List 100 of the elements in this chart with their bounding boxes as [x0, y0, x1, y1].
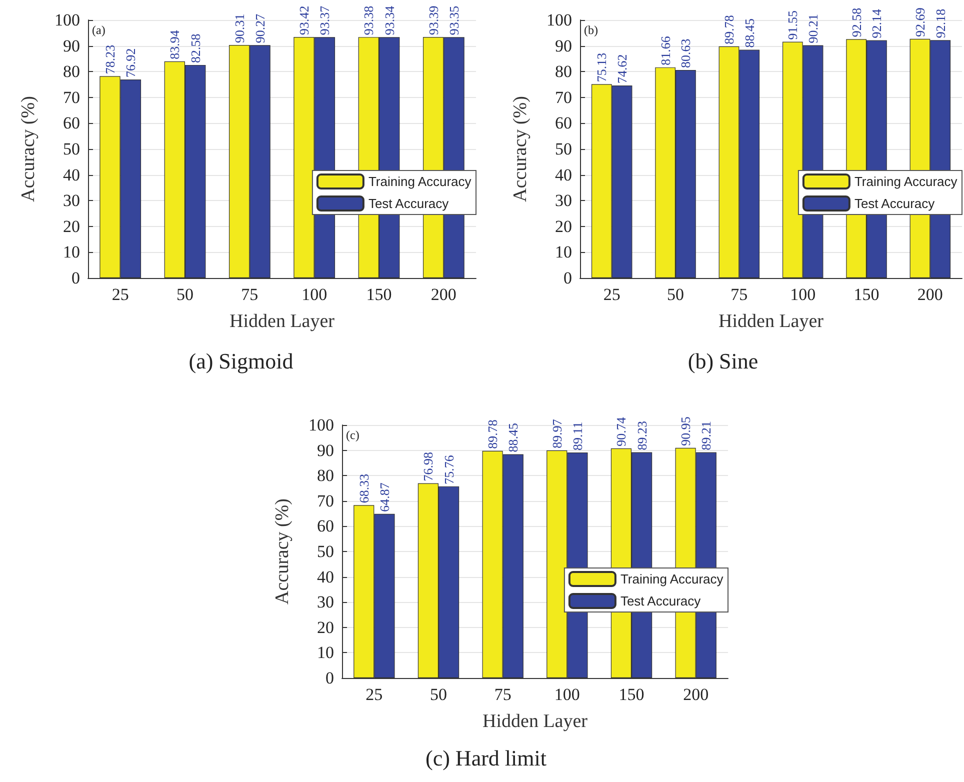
data-label: 76.98: [420, 452, 436, 482]
legend-label: Test Accuracy: [368, 196, 450, 211]
y-tick-label: 0: [72, 268, 80, 288]
x-axis-title: Hidden Layer: [718, 311, 824, 332]
y-tick-label: 30: [555, 191, 572, 210]
y-tick-label: 80: [63, 62, 80, 82]
data-label: 93.37: [317, 5, 332, 36]
data-label: 89.97: [549, 418, 564, 448]
y-axis-title: Accuracy (%): [510, 96, 531, 202]
x-tick-label: 25: [366, 685, 383, 704]
data-label: 75.76: [441, 454, 456, 484]
data-label: 80.63: [678, 38, 694, 68]
data-label: 89.21: [698, 421, 714, 450]
data-label: 89.78: [485, 420, 500, 449]
x-tick-label: 50: [430, 685, 447, 704]
data-label: 74.62: [614, 54, 630, 84]
annotation: (c): [346, 428, 360, 442]
data-label: 82.58: [188, 34, 203, 63]
legend-label: Training Accuracy: [854, 174, 958, 189]
y-tick-label: 50: [317, 542, 334, 561]
y-tick-label: 40: [555, 165, 572, 184]
y-tick-label: 90: [555, 36, 572, 56]
x-tick-label: 200: [430, 285, 456, 304]
x-tick-label: 50: [667, 285, 684, 304]
y-tick-label: 60: [555, 114, 572, 133]
annotation: (a): [92, 23, 106, 37]
y-tick-label: 20: [63, 216, 80, 236]
x-tick-label: 25: [112, 285, 129, 304]
y-axis-title: Accuracy (%): [18, 96, 39, 202]
x-tick-label: 75: [494, 685, 512, 704]
data-label: 90.21: [806, 14, 821, 44]
text: (a) Sigmoid: [188, 348, 294, 374]
annotation: (b): [584, 23, 598, 37]
y-tick-label: 0: [326, 668, 334, 688]
data-label: 78.23: [102, 44, 118, 74]
x-tick-label: 150: [618, 685, 644, 704]
data-label: 91.55: [785, 10, 800, 40]
data-label: 93.42: [296, 6, 312, 35]
y-axis-title: Accuracy (%): [272, 498, 293, 605]
data-label: 89.23: [634, 421, 650, 450]
y-tick-label: 20: [555, 216, 572, 236]
y-tick-label: 80: [317, 466, 334, 486]
y-tick-label: 20: [317, 618, 334, 637]
data-label: 92.14: [869, 8, 884, 38]
y-tick-label: 10: [63, 242, 80, 262]
data-label: 93.39: [426, 6, 441, 36]
data-label: 83.94: [167, 30, 182, 60]
text: (b) Sine: [688, 348, 758, 374]
y-tick-label: 30: [317, 592, 334, 612]
legend-label: Test Accuracy: [854, 196, 936, 211]
y-tick-label: 90: [63, 36, 80, 56]
y-tick-label: 50: [63, 140, 80, 158]
y-tick-label: 60: [317, 516, 334, 536]
data-label: 64.87: [376, 482, 392, 512]
y-tick-label: 100: [54, 10, 80, 30]
data-label: 92.58: [848, 8, 864, 38]
x-tick-label: 75: [730, 285, 748, 304]
y-tick-label: 60: [63, 114, 80, 133]
x-tick-label: 150: [366, 285, 392, 304]
data-label: 93.38: [361, 6, 376, 36]
y-tick-label: 70: [317, 491, 334, 510]
data-label: 68.33: [356, 474, 372, 504]
data-label: 75.13: [594, 52, 610, 82]
y-tick-label: 90: [317, 440, 334, 460]
data-label: 89.78: [721, 15, 736, 44]
data-label: 90.27: [252, 13, 268, 44]
x-tick-label: 200: [683, 685, 709, 704]
data-label: 89.11: [570, 422, 585, 451]
x-axis-title: Hidden Layer: [482, 711, 588, 732]
y-tick-label: 10: [317, 643, 334, 662]
y-tick-label: 100: [308, 416, 334, 434]
legend-label: Test Accuracy: [620, 594, 702, 608]
x-tick-label: 25: [603, 285, 620, 304]
data-label: 93.35: [446, 6, 462, 36]
y-tick-label: 40: [317, 567, 334, 586]
legend-label: Training Accuracy: [620, 572, 724, 586]
text: (c) Hard limit: [426, 746, 546, 770]
data-label: 88.45: [742, 18, 757, 48]
x-tick-label: 200: [917, 285, 943, 304]
data-label: 90.95: [678, 416, 694, 446]
x-tick-label: 100: [790, 285, 816, 304]
data-label: 92.18: [932, 8, 948, 38]
y-tick-label: 40: [63, 165, 80, 184]
data-label: 92.69: [912, 8, 928, 37]
x-tick-label: 75: [241, 285, 258, 304]
y-tick-label: 50: [555, 140, 572, 158]
data-label: 88.45: [506, 422, 521, 452]
data-label: 76.92: [123, 48, 138, 78]
y-tick-label: 0: [564, 268, 572, 288]
legend-label: Training Accuracy: [368, 174, 472, 189]
y-tick-label: 70: [63, 88, 80, 107]
y-tick-label: 70: [555, 88, 572, 107]
data-label: 81.66: [658, 36, 673, 66]
y-tick-label: 100: [546, 10, 572, 30]
data-label: 93.34: [382, 5, 397, 36]
x-tick-label: 150: [854, 285, 880, 304]
x-tick-label: 50: [176, 285, 194, 304]
y-tick-label: 80: [555, 62, 572, 82]
x-axis-title: Hidden Layer: [230, 311, 336, 332]
y-tick-label: 10: [555, 242, 572, 262]
